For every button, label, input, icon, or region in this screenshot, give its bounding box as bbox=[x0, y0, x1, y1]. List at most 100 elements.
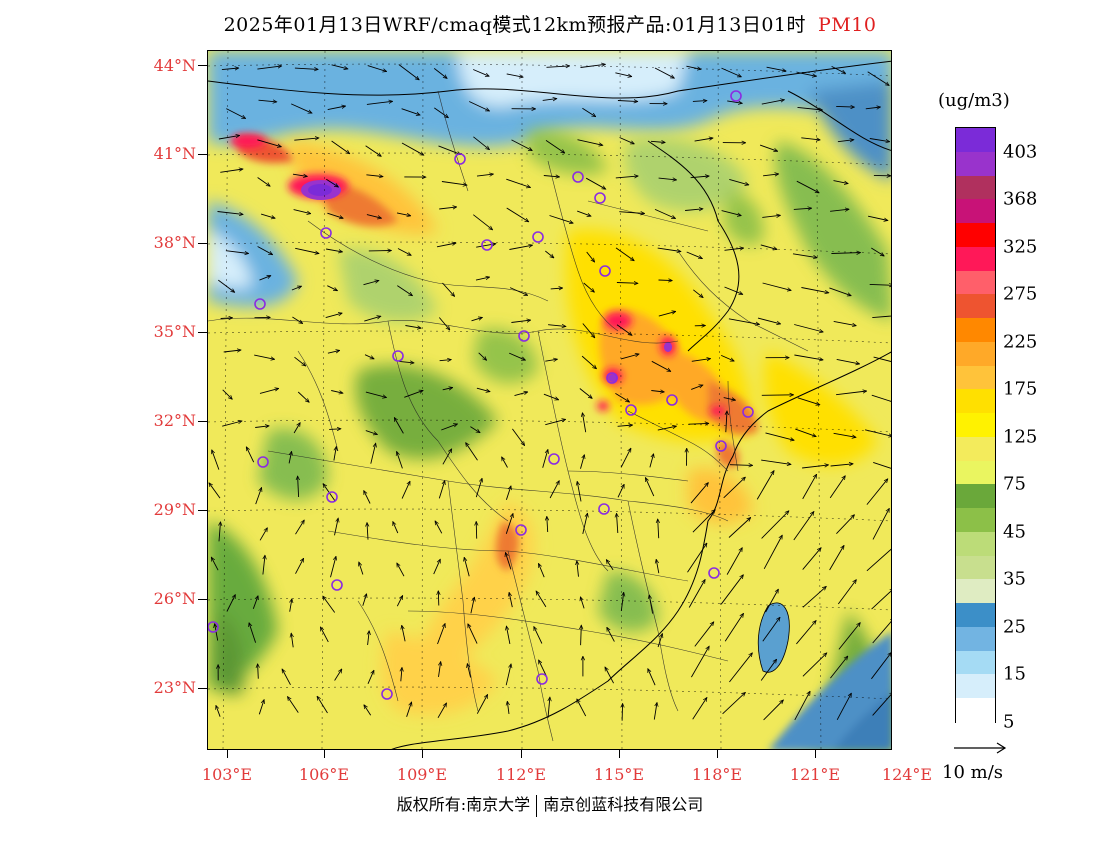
wind-vector bbox=[765, 432, 795, 440]
wind-vector bbox=[327, 106, 346, 111]
wind-vector bbox=[580, 64, 606, 68]
wind-vector bbox=[439, 207, 457, 209]
lat-label-32: 32°N bbox=[153, 411, 196, 430]
wind-vector bbox=[582, 513, 588, 534]
wind-vector bbox=[288, 697, 299, 713]
wind-vector bbox=[259, 388, 279, 394]
city-marker bbox=[208, 621, 219, 633]
wind-vector bbox=[398, 64, 419, 80]
city-marker bbox=[381, 688, 393, 700]
wind-vector bbox=[438, 317, 450, 331]
wind-vector bbox=[833, 320, 857, 325]
wind-vector bbox=[331, 140, 350, 154]
wind-vector bbox=[433, 559, 441, 575]
wind-vector bbox=[837, 580, 856, 605]
wind-vector bbox=[438, 145, 461, 155]
wind-vector bbox=[476, 695, 487, 714]
wind-vector bbox=[221, 68, 239, 70]
lat-tick bbox=[198, 688, 207, 689]
wind-vector bbox=[617, 484, 625, 498]
wind-vector bbox=[692, 698, 707, 720]
legend-swatch bbox=[956, 246, 995, 272]
wind-vector bbox=[245, 447, 255, 463]
wind-vector bbox=[533, 627, 543, 644]
wind-vector bbox=[616, 283, 638, 284]
chart-title: 2025年01月13日WRF/cmaq模式12km预报产品:01月13日01时 P… bbox=[0, 10, 1100, 37]
wind-vector bbox=[838, 623, 860, 650]
wind-vector bbox=[291, 633, 293, 648]
wind-vector bbox=[761, 511, 789, 539]
legend-swatch bbox=[956, 674, 995, 699]
wind-vector bbox=[506, 207, 529, 222]
wind-vector bbox=[434, 107, 448, 118]
wind-vector bbox=[871, 652, 891, 680]
pm10-concentration-map[interactable] bbox=[207, 50, 892, 750]
wind-vector bbox=[291, 286, 302, 291]
wind-vector bbox=[329, 429, 341, 430]
city-marker bbox=[598, 503, 610, 515]
wind-vector bbox=[797, 397, 820, 405]
city-marker bbox=[320, 227, 332, 239]
wind-vector bbox=[836, 515, 854, 535]
wind-vector bbox=[607, 627, 615, 642]
wind-vector bbox=[226, 108, 245, 119]
city-markers bbox=[208, 90, 754, 700]
lon-label-103: 103°E bbox=[201, 765, 253, 784]
lon-tick bbox=[422, 750, 423, 758]
wind-vector bbox=[401, 481, 411, 499]
legend-swatch bbox=[956, 389, 995, 414]
wind-vector bbox=[475, 277, 490, 281]
lon-label-118: 118°E bbox=[691, 765, 743, 784]
wind-vector bbox=[872, 618, 891, 644]
wind-vector bbox=[545, 359, 557, 361]
wind-vector bbox=[215, 624, 219, 641]
wind-vector bbox=[396, 596, 404, 607]
wind-vector bbox=[368, 631, 370, 646]
city-marker bbox=[715, 440, 727, 452]
legend-swatch bbox=[956, 579, 995, 604]
wind-vector bbox=[257, 246, 273, 255]
wind-vector bbox=[802, 548, 821, 570]
wind-vector bbox=[620, 354, 639, 360]
wind-vector bbox=[325, 313, 343, 319]
wind-vector bbox=[763, 700, 784, 721]
wind-vector bbox=[760, 659, 776, 681]
wind-vector bbox=[293, 423, 300, 434]
wind-vector bbox=[830, 209, 849, 212]
wind-vector bbox=[837, 140, 854, 142]
wind-vector bbox=[323, 596, 336, 613]
wind-vector bbox=[657, 426, 677, 431]
wind-vector bbox=[762, 215, 780, 217]
wind-vector bbox=[367, 670, 375, 684]
wind-vector bbox=[722, 692, 746, 715]
wind-vector bbox=[802, 474, 817, 500]
wind-vector bbox=[615, 247, 634, 261]
legend-swatch bbox=[956, 531, 995, 557]
wind-vector bbox=[437, 624, 446, 645]
wind-vector bbox=[836, 358, 860, 364]
wind-vector bbox=[801, 287, 828, 293]
wind-vector bbox=[650, 141, 665, 142]
wind-vector bbox=[506, 73, 524, 77]
legend-swatch bbox=[956, 151, 995, 177]
wind-vector bbox=[260, 213, 275, 218]
city-marker bbox=[594, 192, 606, 204]
wind-vector bbox=[509, 352, 525, 361]
wind-vector bbox=[829, 545, 844, 571]
wind-vector bbox=[615, 72, 631, 77]
legend-swatch bbox=[956, 365, 995, 390]
wind-vector bbox=[438, 591, 439, 606]
wind-vector bbox=[257, 139, 281, 147]
purple-hotspots bbox=[301, 180, 672, 382]
wind-vector bbox=[209, 483, 221, 499]
wind-vector bbox=[473, 136, 489, 150]
wind-vector bbox=[226, 595, 236, 612]
wind-vector bbox=[873, 461, 891, 469]
wind-vector bbox=[257, 66, 281, 70]
wind-vector bbox=[397, 452, 403, 469]
wind-vector bbox=[539, 564, 545, 578]
wind-vector bbox=[406, 702, 412, 717]
wind-vector bbox=[473, 214, 492, 230]
wind-vector bbox=[327, 285, 337, 292]
wind-vector bbox=[536, 591, 547, 608]
